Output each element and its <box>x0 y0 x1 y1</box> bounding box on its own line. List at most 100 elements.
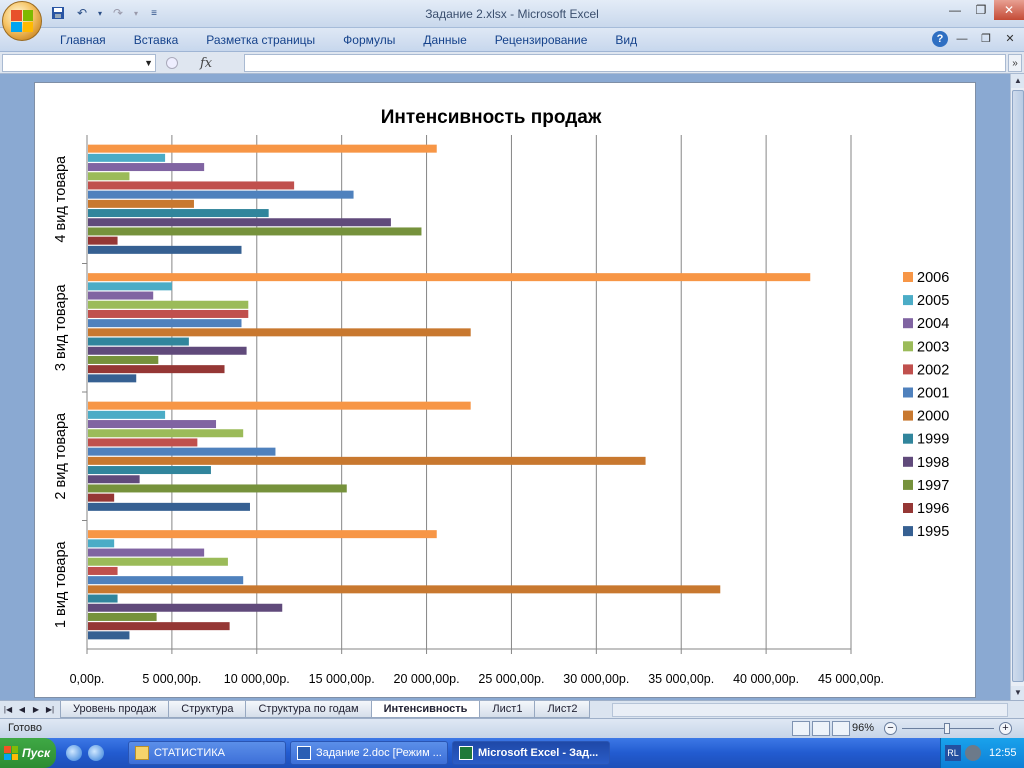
tab-formulas[interactable]: Формулы <box>343 33 396 47</box>
undo-dropdown-icon[interactable]: ▾ <box>97 8 102 18</box>
scroll-down-icon[interactable]: ▼ <box>1011 686 1024 700</box>
zoom-knob[interactable] <box>944 723 950 734</box>
system-tray: RL 12:55 <box>940 738 1024 768</box>
legend-swatch <box>903 456 913 467</box>
tab-page-layout[interactable]: Разметка страницы <box>206 33 316 47</box>
customize-qat-icon[interactable]: ≡ <box>151 7 157 19</box>
name-box[interactable]: ▼ <box>2 54 156 72</box>
sheet-tab[interactable]: Уровень продаж <box>60 701 170 718</box>
taskbar-item-folder[interactable]: СТАТИСТИКА <box>128 741 286 765</box>
x-tick-label: 15 000,00р. <box>309 672 375 686</box>
sheet-tabs-bar: |◀ ◀ ▶ ▶| Уровень продаж Структура Струк… <box>0 700 1024 718</box>
taskbar-item-word[interactable]: Задание 2.doc [Режим ... <box>290 741 448 765</box>
bar-1999-cat2 <box>88 466 211 475</box>
bar-1997-cat2 <box>88 484 347 493</box>
minimize-icon[interactable]: — <box>949 3 961 17</box>
next-sheet-icon[interactable]: ▶ <box>32 705 40 714</box>
tab-data[interactable]: Данные <box>423 33 467 47</box>
legend-swatch <box>903 341 913 352</box>
page-layout-view-icon[interactable] <box>812 721 830 736</box>
category-label: 2 вид товара <box>53 412 69 500</box>
first-sheet-icon[interactable]: |◀ <box>3 705 13 714</box>
x-tick-label: 20 000,00р. <box>394 672 460 686</box>
tab-review[interactable]: Рецензирование <box>494 33 588 47</box>
office-button[interactable] <box>2 1 42 41</box>
bar-chart[interactable]: Интенсивность продаж 0,00р. 5 000,00р. 10 0… <box>35 83 975 697</box>
formula-input[interactable] <box>244 54 1006 72</box>
zoom-slider[interactable]: − + <box>884 722 1012 736</box>
bar-1997-cat3 <box>88 355 159 364</box>
redo-dropdown-icon[interactable]: ▾ <box>133 8 138 18</box>
sheet-tab[interactable]: Структура по годам <box>245 701 372 718</box>
bar-1998-cat2 <box>88 475 140 484</box>
legend-label: 2000 <box>917 409 949 425</box>
legend-swatch <box>903 364 913 375</box>
bar-2000-cat4 <box>88 199 194 208</box>
start-button[interactable]: Пуск <box>0 738 56 768</box>
legend-label: 2005 <box>917 293 949 309</box>
zoom-out-icon[interactable]: − <box>884 722 897 735</box>
horizontal-scrollbar[interactable] <box>612 703 1008 717</box>
office-logo-icon <box>11 10 33 32</box>
bar-2000-cat1 <box>88 585 721 594</box>
browser-icon[interactable] <box>88 745 104 761</box>
sheet-tab[interactable]: Структура <box>168 701 247 718</box>
chevron-down-icon[interactable]: ▼ <box>144 58 153 68</box>
legend-swatch <box>903 272 913 282</box>
prev-sheet-icon[interactable]: ◀ <box>18 705 26 714</box>
language-indicator[interactable]: RL <box>945 745 961 761</box>
tray-app-icon[interactable] <box>965 745 981 761</box>
vertical-scrollbar[interactable]: ▲ ▼ <box>1010 74 1024 700</box>
bar-2003-cat1 <box>88 557 228 566</box>
sheet-tab[interactable]: Лист1 <box>479 701 536 718</box>
expand-formula-icon[interactable]: » <box>1008 54 1022 72</box>
restore-icon[interactable]: ❐ <box>975 3 987 17</box>
bar-1998-cat4 <box>88 218 391 227</box>
bar-1997-cat4 <box>88 227 422 236</box>
chart-sheet[interactable]: Интенсивность продаж 0,00р. 5 000,00р. 10 0… <box>34 82 976 698</box>
window-title: Задание 2.xlsx - Microsoft Excel <box>425 7 599 21</box>
tab-insert[interactable]: Вставка <box>133 33 179 47</box>
scroll-up-icon[interactable]: ▲ <box>1011 74 1024 88</box>
bar-1998-cat3 <box>88 346 247 355</box>
help-icon[interactable]: ? <box>932 31 948 47</box>
page-break-view-icon[interactable] <box>832 721 850 736</box>
formula-bar: ▼ fx » <box>0 52 1024 74</box>
legend-swatch <box>903 318 913 329</box>
normal-view-icon[interactable] <box>792 721 810 736</box>
bar-2002-cat4 <box>88 181 295 190</box>
close-icon[interactable]: ✕ <box>994 0 1024 20</box>
sheet-tab-active[interactable]: Интенсивность <box>370 701 481 718</box>
legend-swatch <box>903 295 913 306</box>
sheet-tabs: Уровень продаж Структура Структура по го… <box>60 701 591 718</box>
fx-area: fx <box>160 54 244 72</box>
workbook-restore-icon[interactable]: ❐ <box>981 33 991 45</box>
bar-2002-cat3 <box>88 309 249 318</box>
legend-label: 2002 <box>917 362 949 378</box>
zoom-level[interactable]: 96% <box>852 722 875 734</box>
sheet-tab[interactable]: Лист2 <box>534 701 591 718</box>
redo-icon[interactable]: ↷ <box>112 6 124 20</box>
x-tick-label: 35 000,00р. <box>648 672 714 686</box>
bar-2005-cat2 <box>88 410 166 419</box>
legend-label: 1996 <box>917 501 949 517</box>
tab-home[interactable]: Главная <box>60 33 106 47</box>
last-sheet-icon[interactable]: ▶| <box>45 705 55 714</box>
scroll-thumb[interactable] <box>1012 90 1024 682</box>
insert-function-button[interactable]: fx <box>200 55 213 71</box>
workbook-close-icon[interactable]: ✕ <box>1005 33 1015 45</box>
internet-explorer-icon[interactable] <box>66 745 82 761</box>
tab-view[interactable]: Вид <box>615 33 638 47</box>
workbook-minimize-icon[interactable]: — <box>956 33 968 45</box>
undo-icon[interactable]: ↶ <box>76 6 88 20</box>
windows-logo-icon <box>4 746 18 760</box>
bar-2001-cat1 <box>88 576 244 585</box>
bar-2004-cat2 <box>88 420 217 429</box>
taskbar-item-excel[interactable]: Microsoft Excel - Зад... <box>452 741 610 765</box>
view-buttons <box>792 721 850 736</box>
zoom-in-icon[interactable]: + <box>999 722 1012 735</box>
status-text: Готово <box>8 722 42 734</box>
word-document-icon <box>297 746 311 760</box>
bar-2000-cat2 <box>88 456 646 465</box>
save-icon[interactable] <box>48 4 68 22</box>
